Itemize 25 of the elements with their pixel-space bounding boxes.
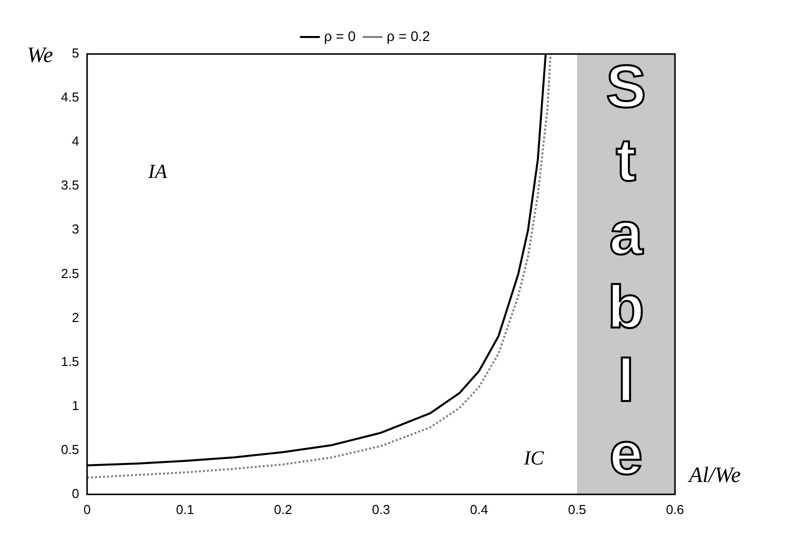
x-tick-label: 0.1 [176,502,194,517]
y-tick-label: 0 [72,486,80,501]
x-tick-label: 0.3 [372,502,390,517]
y-tick-label: 1 [72,398,80,413]
legend-label: ρ = 0.2 [386,28,430,44]
legend-label: ρ = 0 [324,28,356,44]
band-label: Stable [606,53,646,488]
x-tick-label: 0.5 [568,502,586,517]
y-tick-label: 0.5 [60,442,80,457]
annotation: IC [522,447,545,470]
x-tick-label: 0.2 [274,502,292,517]
y-tick-label: 5 [72,46,80,61]
y-tick-label: 3.5 [60,178,80,193]
y-tick-label: 2.5 [60,266,80,281]
x-tick-label: 0.4 [470,502,488,517]
y-tick-label: 3 [72,222,80,237]
x-tick-label: 0.6 [666,502,684,517]
x-tick-label: 0 [83,502,91,517]
y-tick-label: 2 [72,310,80,325]
y-axis-title: We [26,42,54,67]
y-tick-label: 4 [72,134,80,149]
y-tick-label: 4.5 [60,90,80,105]
x-axis-title: Al/We [687,462,741,488]
y-tick-label: 1.5 [60,354,80,369]
annotation: IA [147,161,168,184]
